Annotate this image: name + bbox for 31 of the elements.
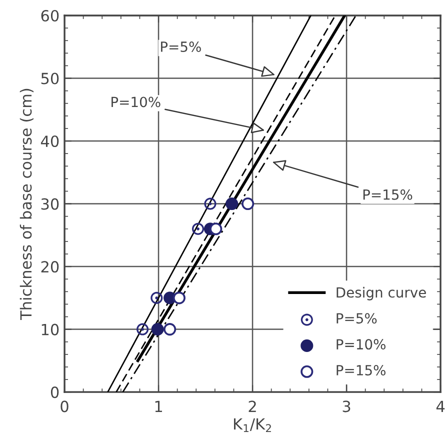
annotation: P=10% (112, 96, 160, 108)
y-tick-label: 60 (41, 10, 59, 22)
point (151, 323, 164, 336)
x-tick-label: 4 (436, 400, 445, 412)
point (172, 292, 186, 304)
y-tick-label: 40 (40, 135, 59, 148)
point (164, 323, 176, 336)
x-tick-label: 2 (248, 400, 256, 412)
legend-label: P=5% (336, 313, 377, 324)
y-axis-title: Thickness of base course (cm) (20, 88, 34, 320)
point (226, 197, 238, 210)
y-tick-label: 20 (41, 261, 59, 273)
point (150, 292, 163, 304)
y-tick-label: 50 (41, 72, 59, 84)
x-axis-title: K$_{1}$/K$_{2}$ (234, 418, 271, 432)
x-tick-label: 3 (342, 400, 350, 412)
point (204, 198, 216, 210)
point (242, 197, 254, 210)
y-tick-label: 10 (42, 324, 59, 336)
annotation: P=15% (363, 189, 412, 200)
y-tick-label: 30 (41, 198, 59, 210)
annotation: P=5% (161, 42, 201, 52)
point (210, 222, 222, 236)
point (192, 222, 204, 235)
point (136, 323, 149, 336)
x-tick-label: 0 (60, 400, 68, 412)
legend-label: P=15% (336, 364, 386, 376)
legend-label: Design curve (336, 286, 426, 300)
y-tick-label: 0 (50, 386, 59, 398)
legend-label: P=10% (336, 339, 386, 350)
x-tick-label: 1 (155, 400, 162, 412)
